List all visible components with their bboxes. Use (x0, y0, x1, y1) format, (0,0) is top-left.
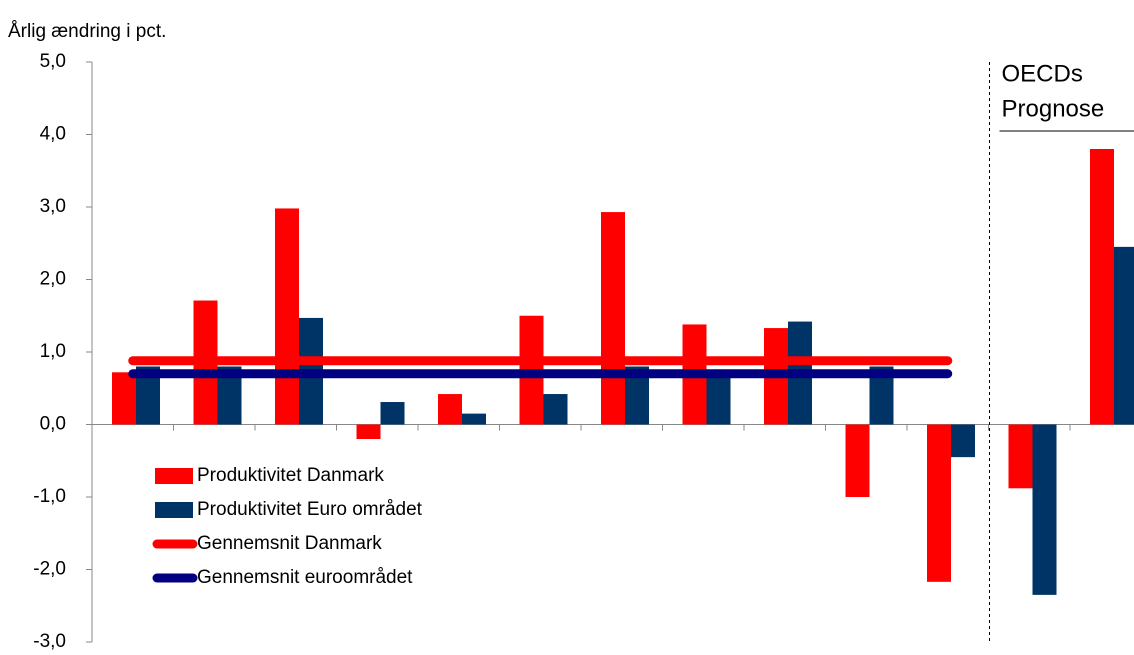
bar (1114, 246, 1134, 425)
bar (951, 424, 975, 458)
legend-label: Gennemsnit Danmark (197, 533, 382, 554)
bar (112, 372, 136, 425)
y-tick-label: -3,0 (33, 631, 66, 652)
y-tick-label: 5,0 (40, 51, 66, 72)
bar (462, 413, 486, 425)
bar (356, 424, 381, 439)
y-tick-label: 3,0 (40, 196, 66, 217)
legend-swatch (155, 468, 193, 484)
bar (438, 394, 462, 425)
y-tick-label: 2,0 (40, 269, 66, 290)
bar (601, 212, 625, 425)
bar (275, 208, 299, 425)
annotation: Prognose (1002, 95, 1105, 122)
legend-label: Produktivitet Danmark (197, 465, 384, 486)
y-tick-label: 1,0 (40, 341, 66, 362)
legend-swatch (155, 502, 193, 518)
bar (706, 370, 731, 425)
bar (543, 394, 568, 425)
y-tick-label: -1,0 (33, 486, 66, 507)
y-tick-label: 4,0 (40, 124, 66, 145)
annotation: OECDs (1002, 60, 1083, 87)
y-tick-label: -2,0 (33, 559, 66, 580)
y-tick-label: 0,0 (40, 414, 66, 435)
subtitle: Årlig ændring i pct. (8, 21, 166, 42)
bar (380, 402, 405, 425)
bar (845, 424, 870, 497)
legend-label: Gennemsnit euroområdet (197, 567, 413, 588)
bar (1008, 424, 1033, 489)
legend-label: Produktivitet Euro området (197, 499, 423, 520)
bar (927, 424, 951, 582)
bar (1032, 424, 1057, 595)
bar (1090, 149, 1114, 425)
